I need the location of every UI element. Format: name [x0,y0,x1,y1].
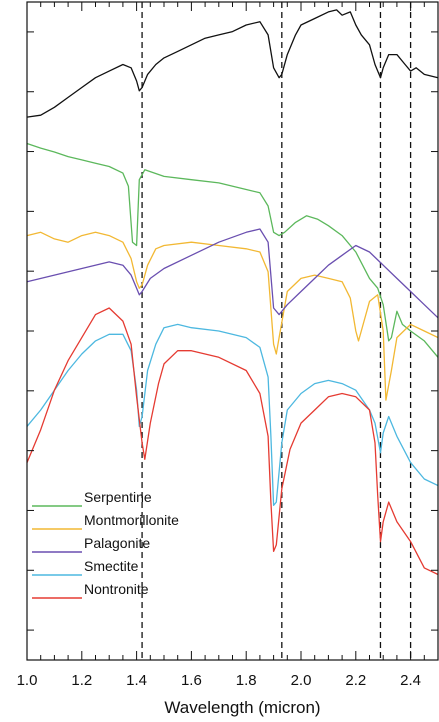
series-lines [26,9,439,576]
legend-label-palagonite: Palagonite [84,535,150,551]
series-line-smectite [26,323,439,507]
x-tick-label: 1.4 [126,672,147,689]
x-tick-labels: 1.0 1.2 1.4 1.6 1.8 2.0 2.2 2.4 [17,672,421,689]
series-line-nontronite [26,307,439,576]
x-tick-label: 1.2 [71,672,92,689]
series-line-serpentine [26,142,439,358]
axis-ticks [26,2,439,660]
x-tick-label: 1.8 [236,672,257,689]
legend-label-montmorillonite: Montmorillonite [84,512,179,528]
x-axis-title: Wavelength (micron) [164,698,320,717]
x-tick-label: 1.6 [181,672,202,689]
legend-label-serpentine: Serpentine [84,489,152,505]
legend: Serpentine Montmorillonite Palagonite Smect… [32,489,179,599]
x-tick-label: 1.0 [17,672,38,689]
legend-label-nontronite: Nontronite [84,581,149,597]
x-tick-label: 2.2 [345,672,366,689]
series-line-palagonite [26,228,439,319]
vertical-reference-lines [141,2,412,660]
legend-label-smectite: Smectite [84,558,139,574]
series-line-unlabeled-5 [26,9,439,118]
x-tick-label: 2.0 [291,672,312,689]
x-tick-label: 2.4 [400,672,421,689]
series-line-montmorillonite [26,231,439,401]
